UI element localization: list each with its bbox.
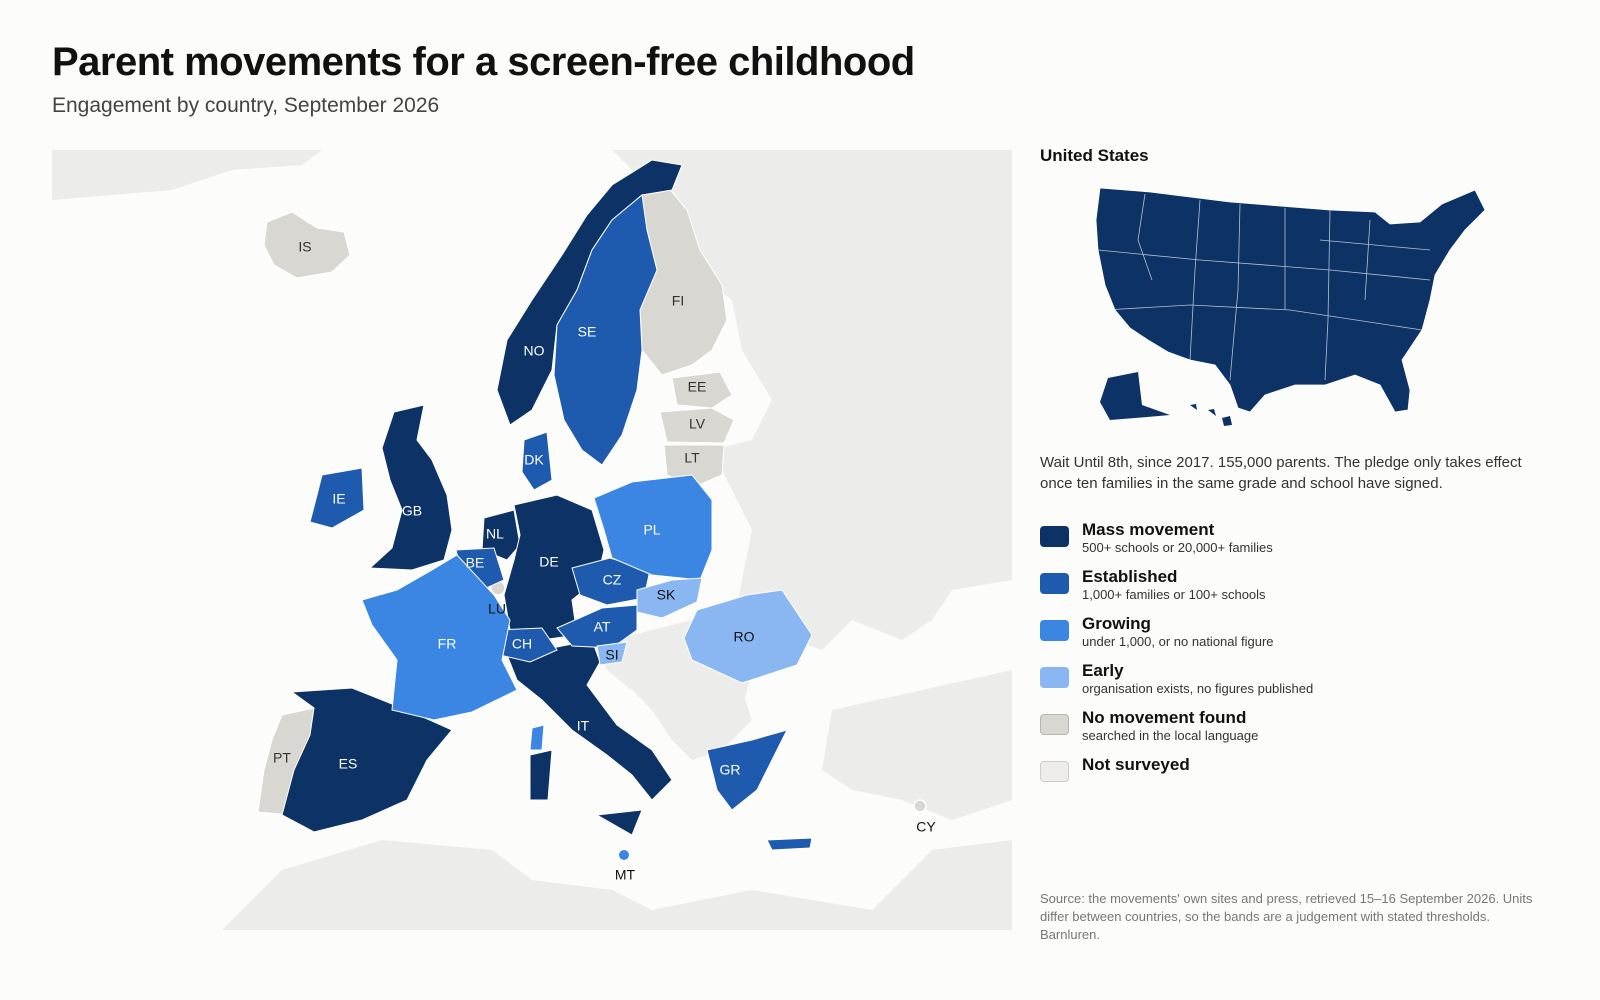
legend-swatch-not-surveyed	[1040, 761, 1069, 782]
legend-label: Established	[1082, 567, 1178, 586]
label-LU: LU	[488, 601, 506, 617]
legend-sublabel: searched in the local language	[1082, 728, 1259, 743]
us-state-lines	[1097, 193, 1431, 381]
legend-item-established: Established 1,000+ families or 100+ scho…	[1040, 567, 1560, 614]
legend-item-not-surveyed: Not surveyed	[1040, 755, 1560, 802]
country-NO	[496, 159, 683, 426]
country-MT	[619, 850, 629, 860]
side-panel: United States Wait Until 8th, since 2017…	[1040, 146, 1560, 802]
page-subtitle: Engagement by country, September 2026	[52, 94, 440, 117]
country-IS	[263, 211, 351, 279]
land-greenland	[52, 150, 322, 200]
country-corsica	[529, 724, 545, 751]
country-GB	[368, 404, 453, 571]
label-GB: GB	[402, 503, 422, 519]
legend-item-growing: Growing under 1,000, or no national figu…	[1040, 614, 1560, 661]
country-LV	[659, 407, 735, 444]
label-AT: AT	[594, 619, 611, 635]
country-IT	[506, 639, 673, 836]
legend-swatch-mass	[1040, 526, 1069, 547]
label-SE: SE	[578, 324, 597, 340]
us-contiguous	[1095, 187, 1486, 413]
label-CH: CH	[512, 636, 532, 652]
label-FI: FI	[672, 293, 684, 309]
label-ES: ES	[339, 756, 358, 772]
label-CZ: CZ	[603, 572, 622, 588]
country-IE	[309, 467, 365, 529]
label-LT: LT	[684, 450, 700, 466]
label-PT: PT	[273, 750, 291, 766]
country-SK	[636, 577, 703, 619]
legend-swatch-none	[1040, 714, 1069, 735]
label-CY: CY	[916, 819, 936, 835]
us-panel-description: Wait Until 8th, since 2017. 155,000 pare…	[1040, 454, 1522, 492]
label-DK: DK	[524, 452, 544, 468]
legend: Mass movement 500+ schools or 20,000+ fa…	[1040, 520, 1560, 802]
label-BE: BE	[466, 555, 485, 571]
us-hawaii	[1190, 404, 1232, 426]
country-AT	[556, 604, 638, 649]
label-FR: FR	[438, 636, 457, 652]
us-panel-title: United States	[1040, 146, 1149, 165]
label-IE: IE	[332, 491, 345, 507]
label-EE: EE	[688, 379, 707, 395]
legend-label: Not surveyed	[1082, 755, 1190, 774]
country-FR	[361, 554, 518, 721]
label-SI: SI	[605, 647, 618, 663]
label-SK: SK	[657, 587, 676, 603]
label-PL: PL	[643, 522, 660, 538]
legend-item-none: No movement found searched in the local …	[1040, 708, 1560, 755]
label-DE: DE	[539, 554, 558, 570]
country-SE	[553, 194, 658, 466]
page-title: Parent movements for a screen-free child…	[52, 40, 915, 84]
legend-label: Early	[1082, 661, 1124, 680]
legend-item-early: Early organisation exists, no figures pu…	[1040, 661, 1560, 708]
legend-sublabel: 1,000+ families or 100+ schools	[1082, 587, 1266, 602]
legend-label: Mass movement	[1082, 520, 1215, 539]
country-SI	[596, 641, 628, 666]
country-DK	[521, 431, 553, 491]
label-LV: LV	[689, 416, 706, 432]
country-CY	[913, 799, 927, 813]
legend-label: No movement found	[1082, 708, 1247, 727]
legend-item-mass: Mass movement 500+ schools or 20,000+ fa…	[1040, 520, 1560, 567]
legend-sublabel: 500+ schools or 20,000+ families	[1082, 540, 1273, 555]
label-GR: GR	[720, 762, 741, 778]
country-EE	[671, 371, 733, 409]
label-NO: NO	[524, 343, 545, 359]
land-east-europe	[612, 150, 1012, 740]
europe-map: IS NO SE FI EE LV LT DK IE GB NL BE LU D…	[52, 150, 1012, 930]
land-north-africa	[222, 840, 1012, 930]
land-balkans	[597, 620, 752, 760]
legend-label: Growing	[1082, 614, 1151, 633]
country-PL	[593, 474, 713, 581]
legend-sublabel: organisation exists, no figures publishe…	[1082, 681, 1314, 696]
legend-sublabel: under 1,000, or no national figure	[1082, 634, 1274, 649]
country-GR	[706, 729, 813, 851]
label-IT: IT	[577, 718, 590, 734]
source-note: Source: the movements' own sites and pre…	[1040, 891, 1533, 942]
label-NL: NL	[486, 526, 504, 542]
country-RO	[683, 589, 813, 684]
label-IS: IS	[298, 239, 311, 255]
legend-swatch-growing	[1040, 620, 1069, 641]
us-alaska	[1100, 372, 1170, 420]
legend-swatch-established	[1040, 573, 1069, 594]
label-RO: RO	[734, 629, 755, 645]
legend-swatch-early	[1040, 667, 1069, 688]
label-MT: MT	[615, 867, 636, 883]
country-NL	[481, 509, 521, 561]
land-turkey	[822, 670, 1012, 820]
us-map	[1095, 187, 1486, 426]
